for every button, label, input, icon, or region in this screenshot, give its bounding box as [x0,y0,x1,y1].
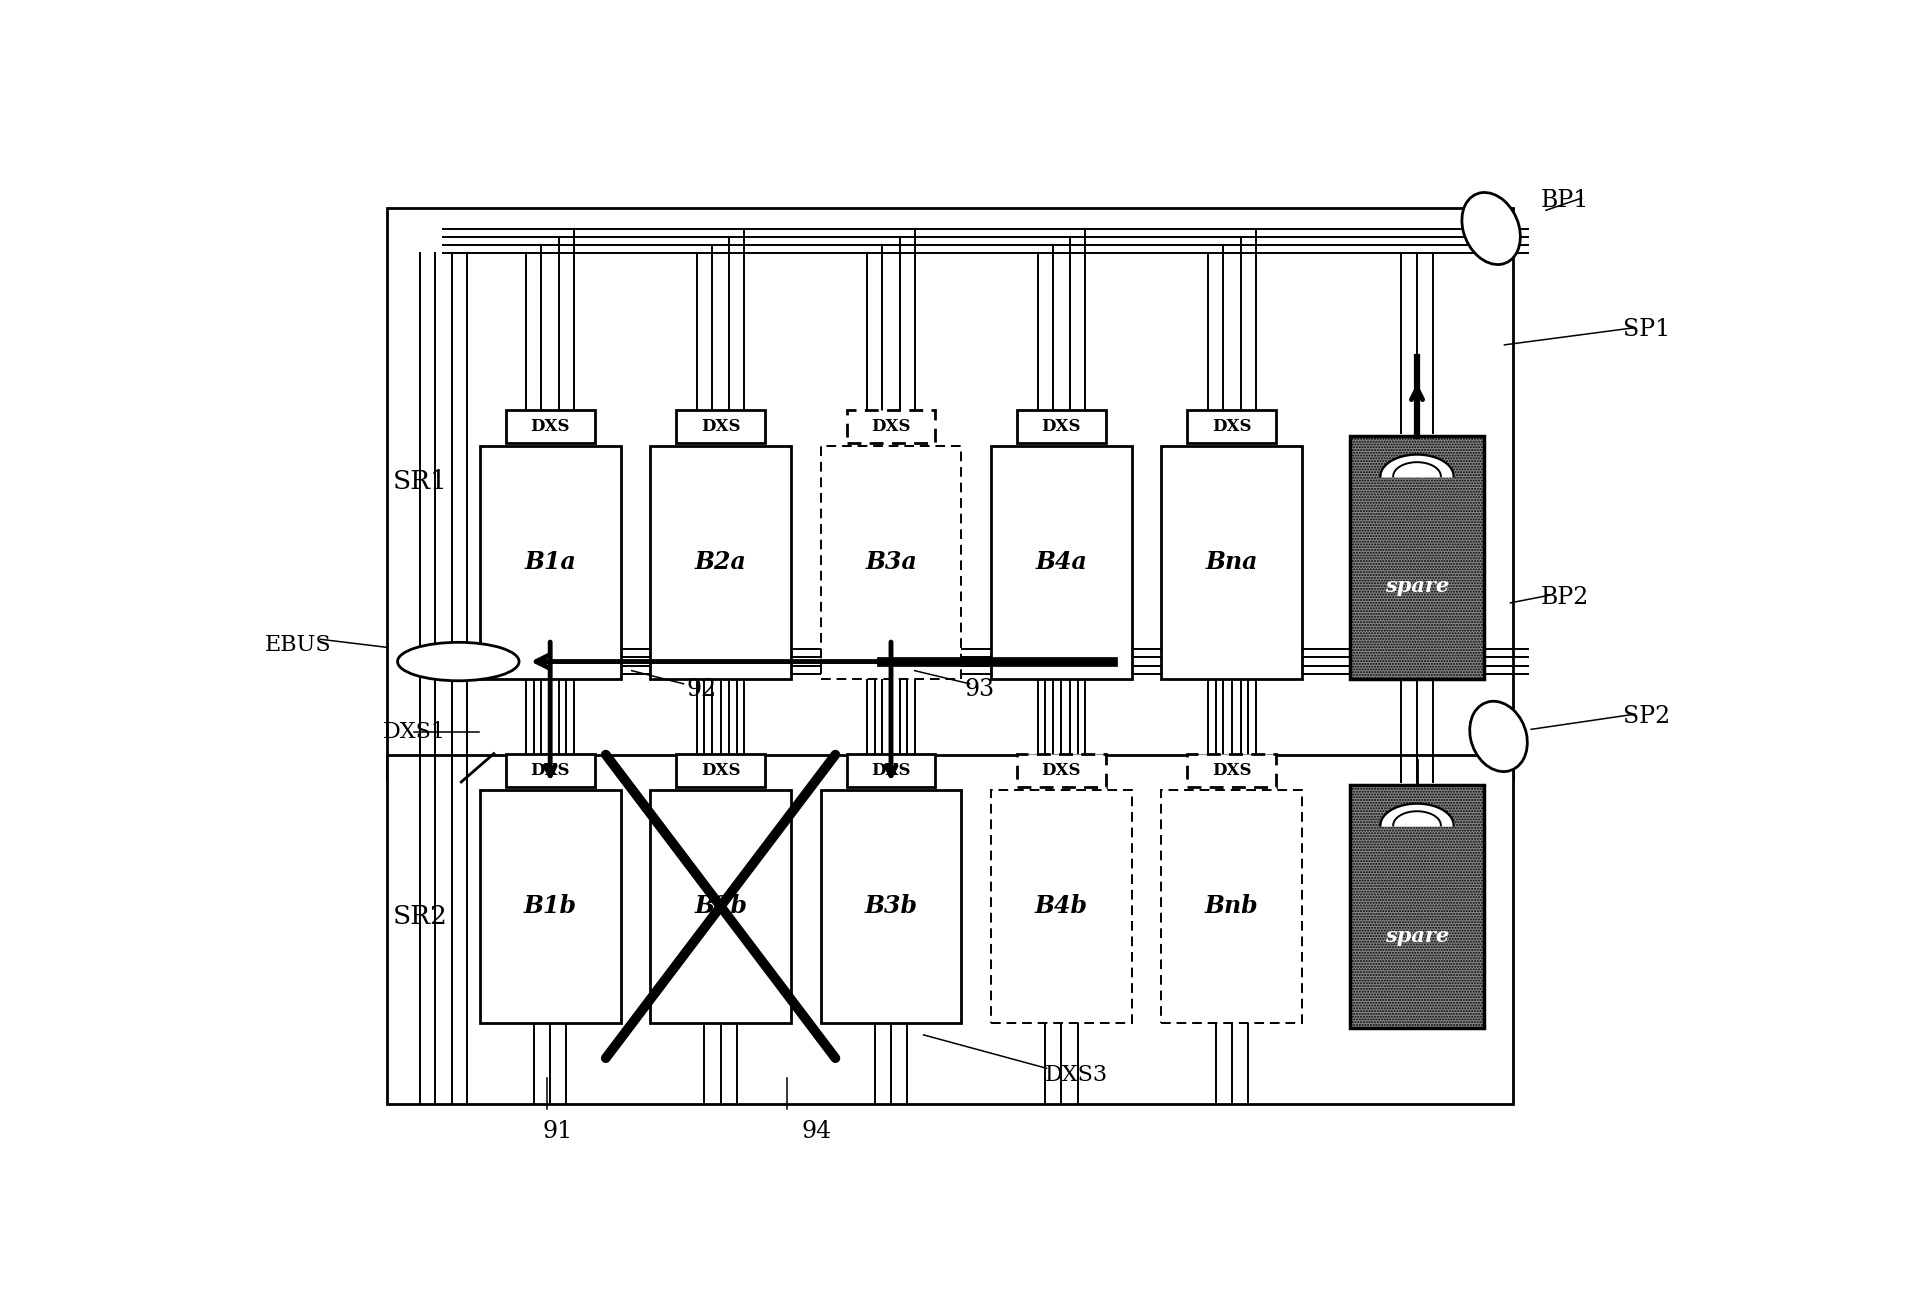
FancyBboxPatch shape [650,445,792,679]
Text: DXS: DXS [702,762,740,779]
FancyBboxPatch shape [480,445,621,679]
Text: BP1: BP1 [1541,189,1589,212]
FancyBboxPatch shape [1161,445,1302,679]
Text: spare: spare [1384,577,1449,597]
FancyBboxPatch shape [990,445,1132,679]
Text: EBUS: EBUS [266,635,331,657]
FancyBboxPatch shape [505,754,595,787]
Text: B3a: B3a [864,551,918,574]
FancyBboxPatch shape [1017,754,1105,787]
Ellipse shape [398,643,518,681]
Text: 91: 91 [543,1120,574,1142]
Text: B2a: B2a [694,551,746,574]
FancyBboxPatch shape [1187,410,1277,443]
Text: B4b: B4b [1034,895,1088,918]
FancyBboxPatch shape [847,410,935,443]
FancyBboxPatch shape [386,209,1512,781]
Text: 94: 94 [801,1120,832,1142]
Text: B2b: B2b [694,895,748,918]
Text: BP2: BP2 [1541,586,1589,610]
FancyBboxPatch shape [1161,790,1302,1022]
Text: B1b: B1b [524,895,577,918]
FancyBboxPatch shape [847,754,935,787]
FancyBboxPatch shape [1350,784,1484,1028]
FancyBboxPatch shape [1187,754,1277,787]
Text: 92: 92 [686,678,717,702]
Text: Bna: Bna [1206,551,1258,574]
FancyBboxPatch shape [1350,436,1484,679]
FancyBboxPatch shape [386,754,1512,1104]
Text: B3b: B3b [864,895,918,918]
Text: DXS: DXS [530,418,570,435]
Text: DXS1: DXS1 [382,721,445,744]
Text: DXS: DXS [530,762,570,779]
FancyBboxPatch shape [1017,410,1105,443]
Text: DXS: DXS [1212,762,1252,779]
Text: DXS3: DXS3 [1044,1064,1107,1087]
Text: spare: spare [1384,925,1449,946]
Text: DXS: DXS [1042,762,1080,779]
Text: DXS: DXS [872,762,910,779]
Text: SP2: SP2 [1623,704,1671,728]
Text: DXS: DXS [702,418,740,435]
Text: SR2: SR2 [392,904,447,929]
FancyBboxPatch shape [990,790,1132,1022]
Text: Bnb: Bnb [1205,895,1258,918]
FancyBboxPatch shape [677,754,765,787]
Text: 93: 93 [966,678,994,702]
Text: B4a: B4a [1036,551,1088,574]
FancyBboxPatch shape [820,790,962,1022]
Text: SR1: SR1 [392,469,447,494]
Text: SP1: SP1 [1623,318,1671,342]
Text: DXS: DXS [1212,418,1252,435]
Text: B1a: B1a [524,551,576,574]
Text: DXS: DXS [1042,418,1080,435]
FancyBboxPatch shape [480,790,621,1022]
Ellipse shape [1470,702,1528,771]
Ellipse shape [1463,192,1520,264]
FancyBboxPatch shape [650,790,792,1022]
FancyBboxPatch shape [677,410,765,443]
FancyBboxPatch shape [505,410,595,443]
Text: DXS: DXS [872,418,910,435]
FancyBboxPatch shape [820,445,962,679]
